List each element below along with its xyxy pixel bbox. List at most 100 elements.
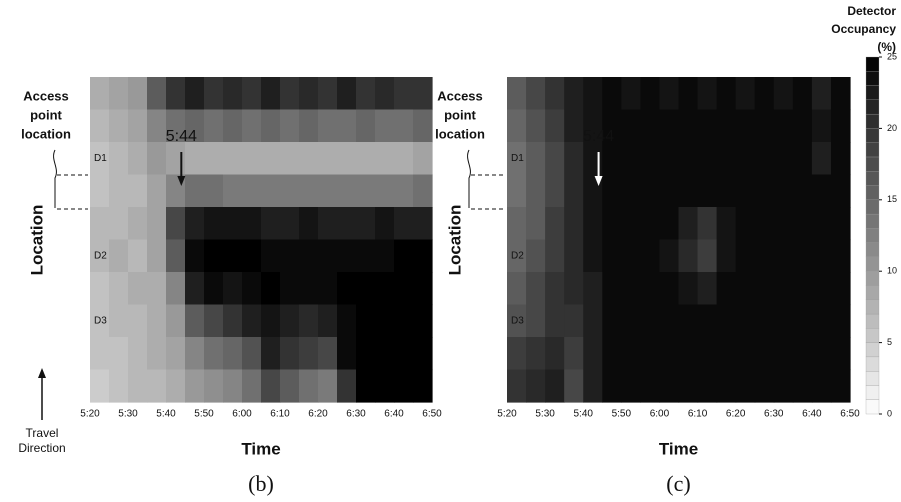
heat-cell — [261, 207, 281, 241]
heat-cell — [640, 207, 661, 241]
heat-cell — [526, 337, 546, 371]
heat-cell — [697, 369, 718, 403]
heat-cell — [564, 174, 584, 208]
heat-cell — [640, 272, 661, 306]
heat-cell — [754, 239, 775, 273]
heat-cell — [830, 77, 851, 111]
heat-cell — [128, 142, 148, 176]
heat-cell — [621, 207, 641, 241]
heat-cell — [185, 174, 205, 208]
access-label: location — [435, 126, 485, 141]
heat-cell — [337, 304, 357, 338]
colorbar-title: (%) — [877, 40, 896, 54]
heat-cell — [754, 174, 775, 208]
heat-cell — [659, 174, 680, 208]
annotation-arrowhead — [594, 176, 603, 186]
access-bracket — [53, 149, 57, 208]
heat-cell — [716, 239, 737, 273]
heat-cell — [375, 304, 395, 338]
heat-cell — [792, 109, 813, 143]
heat-cell — [659, 142, 680, 176]
heat-cell — [716, 207, 737, 241]
heat-cell — [716, 174, 737, 208]
heat-cell — [147, 142, 167, 176]
y-tick-label: D2 — [94, 250, 107, 261]
heat-cell — [602, 77, 622, 111]
heat-cell — [735, 239, 756, 273]
heat-cell — [716, 142, 737, 176]
heat-cell — [90, 174, 110, 208]
heat-cell — [602, 369, 622, 403]
x-tick-label: 5:40 — [573, 409, 593, 420]
heat-cell — [640, 239, 661, 273]
heat-cell — [223, 77, 243, 111]
heat-cell — [299, 77, 319, 111]
heat-cell — [735, 77, 756, 111]
heat-cell — [299, 272, 319, 306]
heat-cell — [90, 207, 110, 241]
colorbar-band — [865, 128, 880, 143]
colorbar-band — [865, 71, 880, 86]
heat-cell — [811, 207, 832, 241]
heat-cell — [583, 109, 603, 143]
heat-cell — [90, 77, 110, 111]
heat-cell — [109, 77, 129, 111]
y-tick-label: D2 — [511, 250, 524, 261]
heat-cell — [773, 337, 794, 371]
heat-cell — [185, 304, 205, 338]
heat-cell — [223, 304, 243, 338]
heat-cell — [223, 369, 243, 403]
x-tick-label: 6:40 — [384, 409, 404, 420]
heat-cell — [811, 304, 832, 338]
heat-cell — [394, 304, 414, 338]
heat-cell — [299, 207, 319, 241]
heat-cell — [830, 272, 851, 306]
heat-cell — [261, 337, 281, 371]
heat-cell — [147, 239, 167, 273]
heat-cell — [830, 337, 851, 371]
heat-cell — [318, 369, 338, 403]
heat-cell — [773, 272, 794, 306]
heat-cell — [640, 77, 661, 111]
heat-cell — [792, 207, 813, 241]
heat-cell — [697, 239, 718, 273]
heat-cell — [318, 272, 338, 306]
heat-cell — [526, 174, 546, 208]
x-tick-label: 5:20 — [497, 409, 517, 420]
heat-cell — [128, 272, 148, 306]
heat-cell — [109, 304, 129, 338]
x-tick-label: 5:40 — [156, 409, 176, 420]
colorbar-band — [865, 371, 880, 386]
heat-cell — [318, 109, 338, 143]
heat-cell — [185, 77, 205, 111]
x-tick-label: 6:50 — [840, 409, 860, 420]
y-tick-label: D3 — [511, 315, 524, 326]
heat-cell — [754, 109, 775, 143]
heat-cell — [526, 239, 546, 273]
heat-cell — [545, 77, 565, 111]
colorbar-title: Detector — [847, 4, 896, 18]
heat-cell — [678, 77, 699, 111]
y-tick-label: D3 — [94, 315, 107, 326]
heat-cell — [166, 337, 186, 371]
heat-cell — [90, 369, 110, 403]
colorbar-band — [865, 156, 880, 172]
heat-cell — [735, 174, 756, 208]
heat-cell — [754, 207, 775, 241]
heat-cell — [413, 207, 433, 241]
heat-cell — [299, 239, 319, 273]
heat-cell — [223, 337, 243, 371]
heat-cell — [773, 304, 794, 338]
heat-cell — [735, 337, 756, 371]
heat-cell — [375, 77, 395, 111]
heat-cell — [564, 369, 584, 403]
colorbar-title: Occupancy — [831, 22, 896, 36]
heat-cell — [811, 142, 832, 176]
heat-cell — [602, 304, 622, 338]
colorbar-band — [865, 113, 880, 129]
heat-cell — [242, 77, 262, 111]
heat-cell — [223, 207, 243, 241]
heat-cell — [109, 109, 129, 143]
